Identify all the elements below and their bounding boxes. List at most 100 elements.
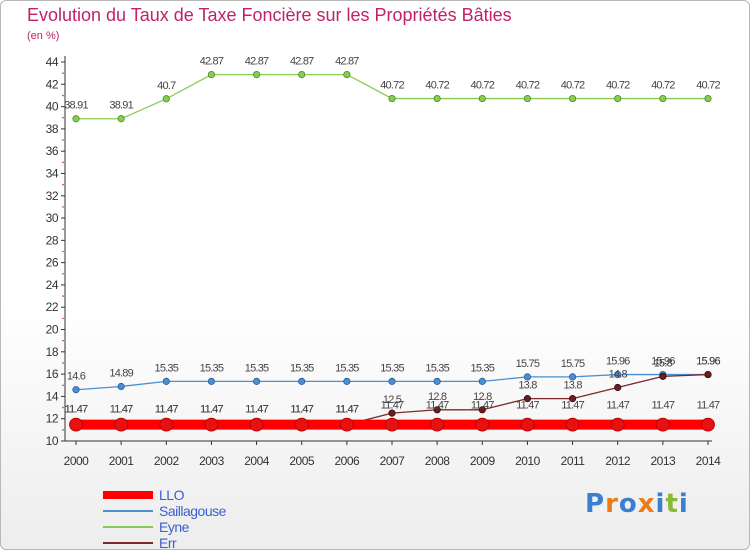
x-tick-label: 2007 <box>380 454 406 468</box>
y-tick-label: 44 <box>46 55 59 69</box>
data-label-llo: 11.47 <box>606 400 629 412</box>
data-point-llo <box>249 417 264 432</box>
data-label-err: 11.47 <box>110 404 133 416</box>
data-label-llo: 11.47 <box>651 400 674 412</box>
legend-swatch <box>103 491 153 499</box>
y-minor-tick <box>62 272 64 275</box>
data-label-llo: 11.47 <box>110 404 133 416</box>
data-label-err: 12.5 <box>383 394 402 406</box>
data-label-saillagouse: 15.96 <box>651 356 675 368</box>
data-label-err: 12.8 <box>473 391 492 403</box>
data-point-eyne <box>117 115 125 123</box>
y-minor-tick <box>62 94 64 97</box>
data-label-err: 14.8 <box>609 368 628 380</box>
data-label-saillagouse: 15.35 <box>155 362 179 374</box>
y-minor-tick <box>62 429 64 431</box>
data-point-saillagouse <box>433 377 441 385</box>
data-point-err <box>478 406 486 414</box>
data-point-llo <box>610 417 625 432</box>
y-tick-label: 12 <box>46 412 59 426</box>
data-label-saillagouse: 15.35 <box>245 362 269 374</box>
data-point-llo <box>385 417 399 432</box>
data-label-llo: 11.47 <box>561 400 584 412</box>
data-label-saillagouse: 15.35 <box>335 362 359 374</box>
legend-item-err: Err <box>103 535 226 549</box>
data-label-saillagouse: 15.35 <box>200 362 224 374</box>
data-label-saillagouse: 15.35 <box>425 362 449 374</box>
data-point-llo <box>430 417 445 432</box>
legend-swatch <box>103 542 153 544</box>
y-tick-label: 10 <box>46 434 59 448</box>
y-minor-tick <box>62 183 64 186</box>
x-tick-label: 2008 <box>425 454 451 468</box>
data-label-eyne: 42.87 <box>200 56 224 68</box>
data-point-eyne <box>343 70 351 79</box>
data-label-err: 11.47 <box>200 404 223 416</box>
data-label-llo: 11.47 <box>335 404 358 416</box>
data-point-eyne <box>162 95 170 103</box>
data-label-saillagouse: 15.35 <box>471 362 495 374</box>
logo-letter: r <box>605 489 619 519</box>
data-point-llo <box>294 417 309 432</box>
y-minor-tick <box>62 139 64 141</box>
data-point-saillagouse <box>478 377 486 385</box>
data-label-eyne: 42.87 <box>245 56 269 68</box>
logo-letter: P <box>585 489 606 519</box>
data-label-err: 11.47 <box>155 404 178 416</box>
data-point-eyne <box>72 115 80 123</box>
y-tick-label: 32 <box>46 189 59 203</box>
x-tick-label: 2006 <box>335 454 361 468</box>
data-label-err: 11.47 <box>245 404 268 416</box>
proxiti-logo: Proxiti <box>585 489 689 519</box>
data-label-saillagouse: 15.96 <box>696 356 720 368</box>
data-point-eyne <box>252 70 261 79</box>
data-point-err <box>523 395 532 403</box>
y-tick-label: 14 <box>46 389 59 403</box>
data-label-llo: 11.47 <box>65 404 88 416</box>
y-minor-tick <box>62 116 64 119</box>
data-label-saillagouse: 15.35 <box>380 362 404 374</box>
legend-label: Saillagouse <box>159 503 226 519</box>
x-tick-label: 2002 <box>154 454 180 468</box>
data-point-llo <box>701 417 715 432</box>
x-tick-label: 2003 <box>199 454 225 468</box>
y-tick-label: 24 <box>46 278 59 292</box>
data-point-eyne <box>704 94 712 103</box>
data-point-err <box>388 409 396 417</box>
data-label-llo: 11.47 <box>426 400 449 412</box>
y-tick-label: 40 <box>46 100 59 114</box>
data-label-err: 13.8 <box>563 380 582 392</box>
data-point-err <box>614 383 622 392</box>
logo-letter: o <box>618 489 638 519</box>
data-label-eyne: 40.7 <box>157 80 176 92</box>
data-point-eyne <box>388 94 396 103</box>
data-point-llo <box>69 417 83 432</box>
x-tick-label: 2009 <box>470 454 496 468</box>
data-label-saillagouse: 15.75 <box>516 358 540 370</box>
y-tick-label: 42 <box>46 77 59 91</box>
data-point-err <box>659 372 667 380</box>
data-point-eyne <box>433 94 441 103</box>
data-point-saillagouse <box>207 377 216 385</box>
data-label-llo: 11.47 <box>200 404 223 416</box>
legend: LLO Saillagouse Eyne Err <box>103 487 226 549</box>
y-minor-tick <box>62 250 64 253</box>
chart-title: Evolution du Taux de Taxe Foncière sur l… <box>27 5 512 25</box>
data-point-saillagouse <box>298 377 306 385</box>
data-point-saillagouse <box>523 373 532 381</box>
y-tick-label: 38 <box>46 122 59 136</box>
y-tick-label: 28 <box>46 233 59 247</box>
data-label-err: 11.47 <box>335 404 358 416</box>
data-point-eyne <box>659 94 667 103</box>
data-label-llo: 11.47 <box>245 404 268 416</box>
y-tick-label: 26 <box>46 256 59 270</box>
y-minor-tick <box>62 161 64 164</box>
data-point-saillagouse <box>388 377 396 385</box>
x-tick-label: 2001 <box>109 454 135 468</box>
data-label-err: 12.8 <box>428 391 447 403</box>
data-point-saillagouse <box>162 377 170 385</box>
data-label-llo: 11.47 <box>290 404 313 416</box>
data-label-saillagouse: 15.35 <box>290 362 314 374</box>
data-label-err: 11.47 <box>290 404 313 416</box>
